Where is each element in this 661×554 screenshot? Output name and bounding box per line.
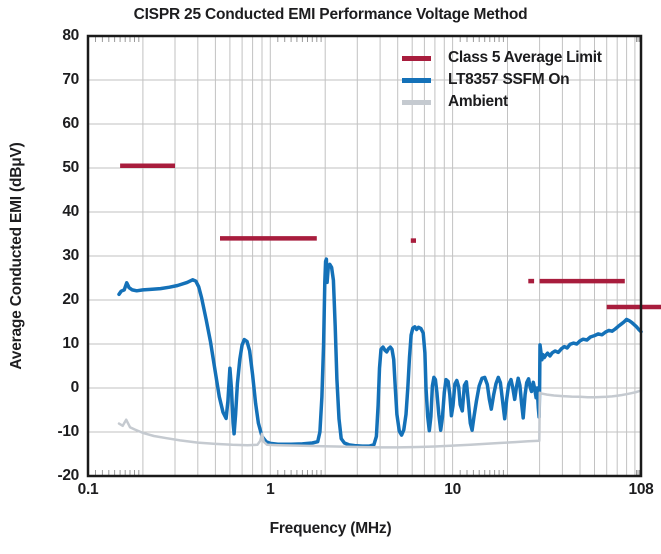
chart-title: CISPR 25 Conducted EMI Performance Volta… [133, 6, 528, 23]
legend-row: LT8357 SSFM On [402, 69, 602, 91]
x-tick-label: 1 [266, 481, 275, 498]
y-tick-label: -20 [57, 467, 79, 484]
plot-border [86, 34, 643, 478]
legend-row: Ambient [402, 91, 602, 113]
legend: Class 5 Average Limit LT8357 SSFM On Ambie… [402, 47, 602, 113]
legend-row: Class 5 Average Limit [402, 47, 602, 69]
y-tick-label: 50 [62, 159, 79, 176]
x-tick-label: 0.1 [77, 481, 99, 498]
x-tick-label: 108 [628, 481, 654, 498]
y-tick-label: -10 [57, 423, 79, 440]
x-tick-label: 10 [444, 481, 461, 498]
y-tick-label: 60 [62, 115, 79, 132]
trace-ambient [117, 389, 643, 449]
legend-label: Class 5 Average Limit [448, 49, 602, 66]
legend-swatch-icon [402, 55, 431, 61]
trace-lt8357-ssfm-on [117, 257, 643, 448]
legend-swatch-icon [402, 99, 431, 105]
y-tick-label: 0 [70, 379, 80, 396]
legend-swatch-icon [402, 77, 431, 83]
y-tick-label: 80 [62, 27, 79, 44]
y-tick-label: 70 [62, 71, 79, 88]
x-axis-label: Frequency (MHz) [269, 520, 392, 537]
y-tick-label: 40 [62, 203, 79, 220]
y-tick-label: 10 [62, 335, 79, 352]
y-tick-label: 30 [62, 247, 79, 264]
legend-label: LT8357 SSFM On [448, 71, 570, 88]
legend-label: Ambient [448, 93, 508, 110]
y-tick-label: 20 [62, 291, 79, 308]
